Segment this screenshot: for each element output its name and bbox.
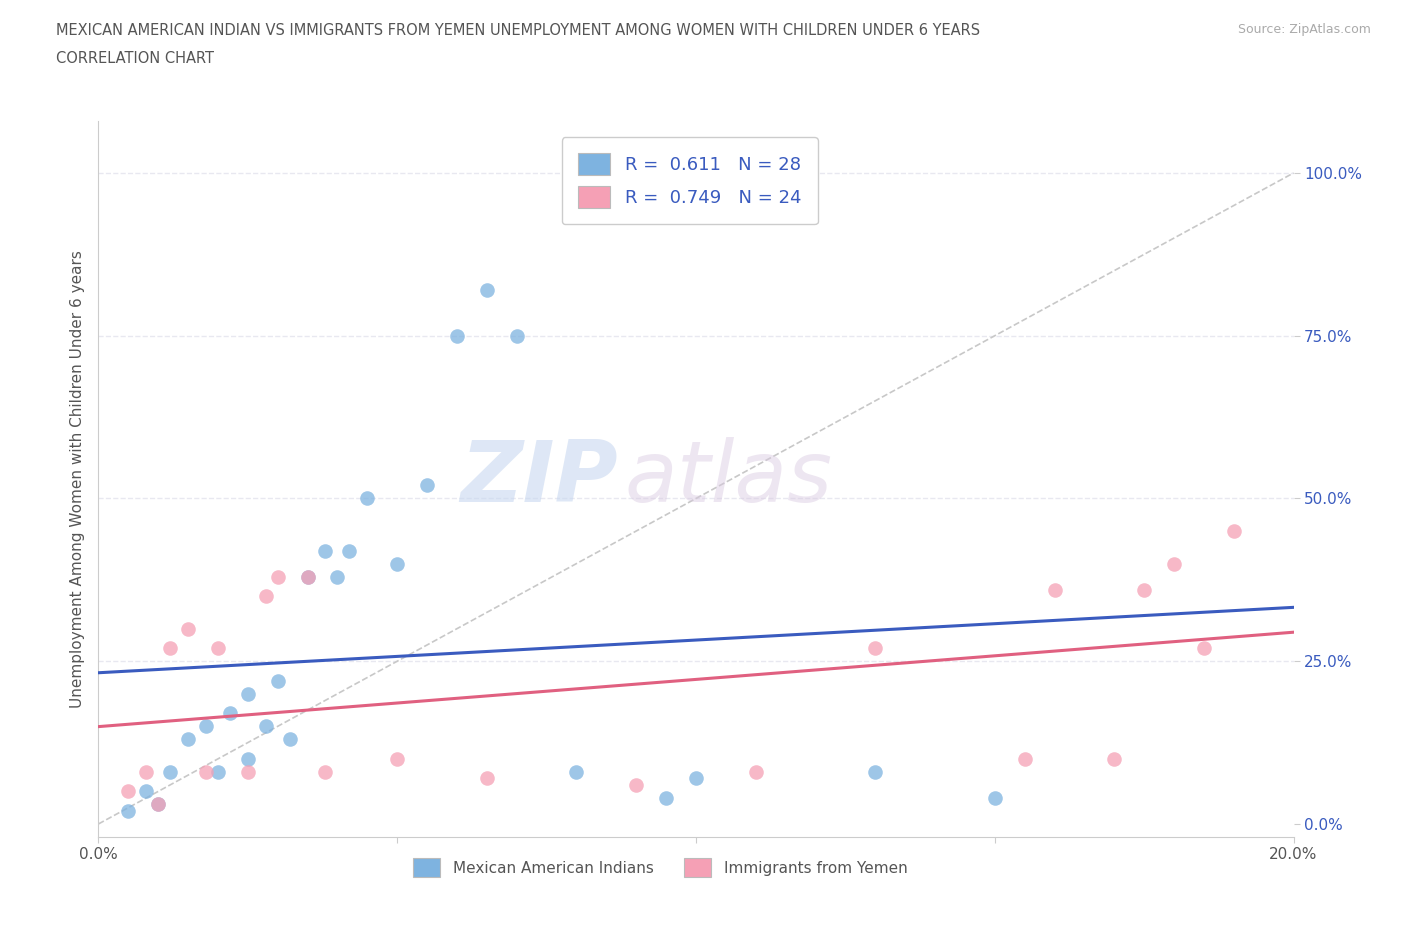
Point <box>356 491 378 506</box>
Y-axis label: Unemployment Among Women with Children Under 6 years: Unemployment Among Women with Children U… <box>69 250 84 708</box>
Point <box>315 543 337 558</box>
Point <box>626 777 648 792</box>
Point <box>506 328 529 343</box>
Point <box>1043 582 1066 597</box>
Point <box>1104 751 1126 766</box>
Legend: Mexican American Indians, Immigrants from Yemen: Mexican American Indians, Immigrants fro… <box>406 852 914 883</box>
Point <box>385 556 409 571</box>
Point <box>159 764 181 779</box>
Point <box>207 641 229 656</box>
Point <box>655 790 678 805</box>
Point <box>475 771 498 786</box>
Point <box>297 569 319 584</box>
Point <box>236 764 259 779</box>
Text: ZIP: ZIP <box>461 437 619 521</box>
Point <box>745 764 768 779</box>
Point <box>254 719 277 734</box>
Point <box>207 764 229 779</box>
Point <box>297 569 319 584</box>
Point <box>446 328 468 343</box>
Point <box>1163 556 1185 571</box>
Point <box>254 589 277 604</box>
Point <box>267 569 290 584</box>
Point <box>135 764 157 779</box>
Text: CORRELATION CHART: CORRELATION CHART <box>56 51 214 66</box>
Point <box>1133 582 1156 597</box>
Point <box>236 751 259 766</box>
Point <box>278 732 301 747</box>
Point <box>148 797 170 812</box>
Point <box>159 641 181 656</box>
Point <box>117 804 139 818</box>
Point <box>984 790 1007 805</box>
Point <box>1014 751 1036 766</box>
Point <box>117 784 139 799</box>
Point <box>135 784 157 799</box>
Point <box>339 543 361 558</box>
Point <box>195 719 218 734</box>
Point <box>177 621 200 636</box>
Point <box>148 797 170 812</box>
Point <box>865 764 887 779</box>
Point <box>865 641 887 656</box>
Point <box>326 569 349 584</box>
Point <box>1192 641 1215 656</box>
Point <box>416 478 439 493</box>
Point <box>315 764 337 779</box>
Point <box>195 764 218 779</box>
Point <box>385 751 409 766</box>
Text: MEXICAN AMERICAN INDIAN VS IMMIGRANTS FROM YEMEN UNEMPLOYMENT AMONG WOMEN WITH C: MEXICAN AMERICAN INDIAN VS IMMIGRANTS FR… <box>56 23 980 38</box>
Point <box>236 686 259 701</box>
Point <box>475 283 498 298</box>
Point <box>1223 524 1246 538</box>
Point <box>267 673 290 688</box>
Point <box>177 732 200 747</box>
Point <box>685 771 707 786</box>
Point <box>565 764 588 779</box>
Text: Source: ZipAtlas.com: Source: ZipAtlas.com <box>1237 23 1371 36</box>
Point <box>219 706 242 721</box>
Text: atlas: atlas <box>624 437 832 521</box>
